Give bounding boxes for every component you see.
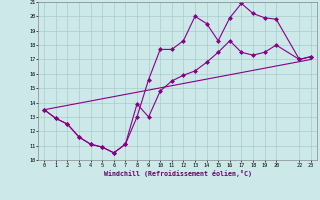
X-axis label: Windchill (Refroidissement éolien,°C): Windchill (Refroidissement éolien,°C) xyxy=(104,170,252,177)
